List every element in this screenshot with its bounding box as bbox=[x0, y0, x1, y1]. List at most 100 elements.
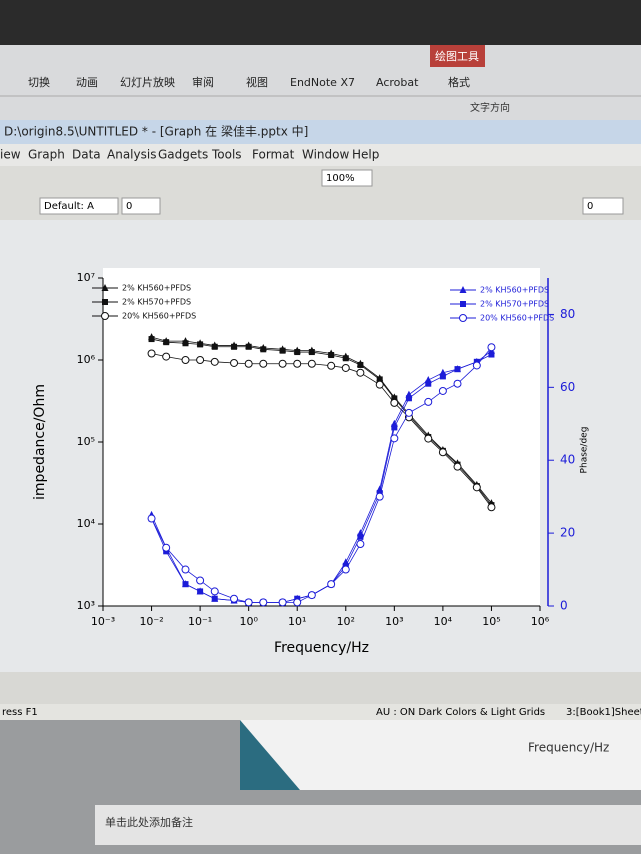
slide bbox=[240, 720, 641, 790]
menu-item[interactable]: Window bbox=[302, 148, 350, 162]
notes[interactable]: 单击此处添加备注 bbox=[105, 815, 193, 829]
ribbon-tab[interactable]: 视图 bbox=[246, 75, 268, 89]
y2-tick-label: 0 bbox=[560, 599, 568, 613]
y-axis-title: impedance/Ohm bbox=[32, 384, 48, 500]
marker bbox=[210, 357, 219, 366]
legend-label: 2% KH570+PFDS bbox=[480, 300, 549, 309]
marker bbox=[211, 343, 218, 350]
x-tick-label: 10¹ bbox=[288, 615, 306, 628]
marker bbox=[308, 349, 315, 356]
marker bbox=[487, 503, 496, 512]
slide-decor bbox=[240, 720, 300, 790]
y-tick-label: 10⁵ bbox=[77, 435, 95, 448]
series-line bbox=[151, 353, 492, 508]
ribbon-misc: 文字方向 bbox=[470, 101, 510, 114]
marker bbox=[472, 361, 481, 370]
status-bar bbox=[0, 704, 641, 720]
y2-tick-label: 60 bbox=[560, 380, 575, 394]
marker bbox=[391, 424, 398, 431]
marker bbox=[391, 395, 398, 402]
marker bbox=[210, 587, 219, 596]
x-tick-label: 10⁻³ bbox=[91, 615, 115, 628]
series-line bbox=[151, 336, 492, 504]
marker bbox=[438, 448, 447, 457]
marker bbox=[424, 434, 433, 443]
status-right: AU : ON Dark Colors & Light Grids bbox=[376, 707, 545, 718]
marker bbox=[259, 359, 268, 368]
menu-item[interactable]: Graph bbox=[28, 148, 65, 162]
marker bbox=[356, 368, 365, 377]
x-tick-label: 10² bbox=[337, 615, 355, 628]
ribbon-tab[interactable]: 格式 bbox=[448, 75, 470, 89]
window-title: D:\origin8.5\UNTITLED * - [Graph 在 梁佳丰.p… bbox=[4, 124, 308, 139]
ribbon-tab[interactable]: 审阅 bbox=[192, 75, 214, 89]
marker bbox=[328, 352, 335, 359]
x-tick-label: 10³ bbox=[385, 615, 403, 628]
marker bbox=[425, 380, 432, 387]
legend-label: 2% KH560+PFDS bbox=[122, 284, 191, 293]
marker bbox=[327, 361, 336, 370]
x-axis-title: Frequency/Hz bbox=[274, 640, 369, 656]
series-line bbox=[151, 338, 492, 506]
line-size[interactable]: 0 bbox=[587, 201, 593, 212]
marker bbox=[293, 359, 302, 368]
chart: 10⁻³ 10⁻² 10⁻¹ 10⁰ 10¹ 10² 10³ 10⁴ 10⁵ 10⁶ 10³ 10⁴ 1… bbox=[32, 268, 590, 656]
marker bbox=[101, 312, 109, 320]
marker bbox=[327, 580, 336, 589]
marker bbox=[357, 361, 364, 368]
menu: iew Graph Data Analysis Gadgets Tools Format Wi… bbox=[0, 148, 379, 162]
font[interactable]: Default: A bbox=[44, 201, 94, 212]
menu-item[interactable]: Data bbox=[72, 148, 101, 162]
y-tick-label: 10³ bbox=[77, 599, 95, 612]
marker bbox=[488, 351, 495, 358]
marker bbox=[357, 533, 364, 540]
status-left: ress F1 bbox=[2, 707, 38, 718]
ribbon bbox=[0, 45, 641, 120]
marker bbox=[259, 598, 268, 607]
marker bbox=[472, 483, 481, 492]
marker bbox=[405, 395, 412, 402]
marker bbox=[147, 349, 156, 358]
menu-item[interactable]: Format bbox=[252, 148, 295, 162]
marker bbox=[148, 336, 155, 343]
marker bbox=[244, 359, 253, 368]
ribbon-tab[interactable]: 幻灯片放映 bbox=[120, 75, 175, 89]
bottom-toolbar bbox=[0, 672, 641, 704]
font-size[interactable]: 0 bbox=[126, 201, 132, 212]
marker bbox=[390, 398, 399, 407]
ribbon-tab[interactable]: Acrobat bbox=[376, 76, 419, 89]
marker bbox=[162, 352, 171, 361]
menu-item[interactable]: iew bbox=[0, 148, 21, 162]
zoom[interactable]: 100% bbox=[326, 173, 355, 184]
marker bbox=[196, 576, 205, 585]
menu-item[interactable]: Gadgets bbox=[158, 148, 208, 162]
y-tick-label: 10⁷ bbox=[77, 271, 95, 284]
marker bbox=[454, 366, 461, 373]
marker bbox=[356, 540, 365, 549]
menu-item[interactable]: Analysis bbox=[107, 148, 156, 162]
ribbon-tab[interactable]: 切换 bbox=[28, 75, 50, 89]
notes-pane bbox=[95, 805, 641, 845]
marker bbox=[307, 359, 316, 368]
menu-item[interactable]: Help bbox=[352, 148, 379, 162]
marker bbox=[341, 363, 350, 372]
ribbon-tab[interactable]: EndNote X7 bbox=[290, 76, 355, 89]
marker bbox=[279, 347, 286, 354]
legend-label: 2% KH560+PFDS bbox=[480, 286, 549, 295]
series-line bbox=[151, 346, 492, 603]
x-tick-label: 10⁵ bbox=[482, 615, 500, 628]
font-box[interactable] bbox=[39, 197, 119, 215]
ribbon-tab[interactable]: 动画 bbox=[76, 76, 98, 89]
zoom-box[interactable] bbox=[321, 169, 373, 187]
line-size-box[interactable] bbox=[582, 197, 624, 215]
marker bbox=[196, 356, 205, 364]
y2-tick-label: 80 bbox=[560, 307, 575, 321]
menu-item[interactable]: Tools bbox=[211, 148, 242, 162]
font-size-box[interactable] bbox=[121, 197, 161, 215]
marker bbox=[375, 380, 384, 389]
bezel bbox=[0, 0, 641, 45]
marker bbox=[182, 581, 189, 588]
marker bbox=[197, 341, 204, 348]
marker bbox=[459, 314, 467, 322]
